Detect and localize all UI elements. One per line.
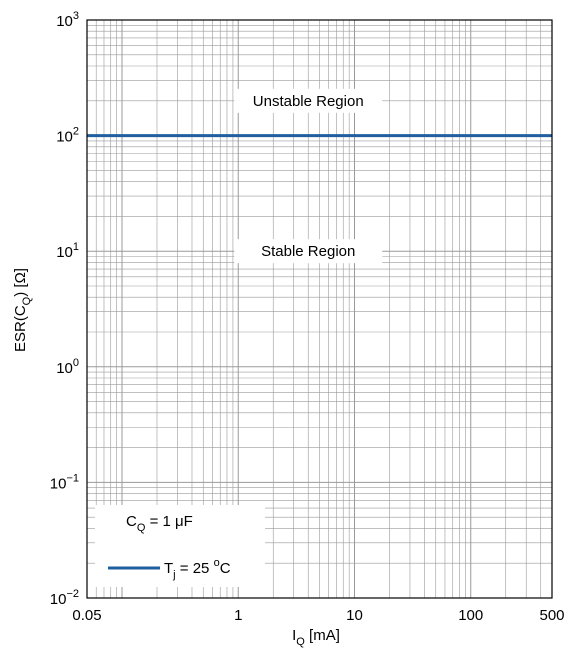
unstable-region-label-bg — [234, 88, 383, 113]
y-tick-labels: 10−2 10−1 100 101 102 103 — [50, 10, 79, 608]
x-tick-labels: 0.05 1 10 100 500 — [72, 607, 564, 624]
legend-box — [95, 505, 265, 587]
y-tick-label: 101 — [56, 241, 79, 261]
unstable-region-label: Unstable Region — [253, 93, 364, 110]
y-tick-label: 103 — [56, 10, 79, 30]
unstable-region-label-group: Unstable Region — [234, 88, 383, 113]
stable-region-label: Stable Region — [261, 243, 355, 260]
x-tick-label: 500 — [539, 607, 564, 624]
x-tick-label: 100 — [458, 607, 483, 624]
stable-region-label-group: Stable Region — [234, 239, 383, 264]
y-tick-label: 102 — [56, 126, 79, 146]
x-tick-label: 10 — [346, 607, 363, 624]
legend: CQ = 1 μF Tj = 25 oC — [95, 505, 265, 587]
y-tick-label: 10−2 — [50, 588, 79, 608]
x-tick-label: 1 — [234, 607, 242, 624]
legend-condition: CQ = 1 μF — [126, 513, 193, 534]
legend-entry: Tj = 25 oC — [164, 557, 231, 581]
y-tick-label: 100 — [56, 357, 79, 377]
stable-region-label-bg — [234, 239, 383, 264]
x-tick-label: 0.05 — [72, 607, 101, 624]
y-tick-label: 10−1 — [50, 472, 79, 492]
x-axis-label: IQ [mA] — [292, 627, 340, 648]
y-axis-label: ESR(CQ) [Ω] — [12, 268, 33, 352]
plot-frame — [86, 19, 553, 599]
